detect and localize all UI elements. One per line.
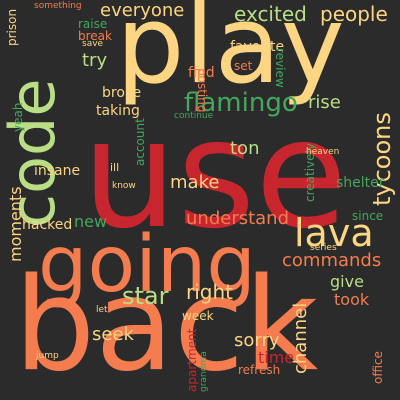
word-flamingo: flamingo [184, 88, 298, 118]
word-people: people [320, 2, 388, 26]
word-since: since [352, 209, 384, 223]
word-prison: prison [5, 8, 19, 46]
word-broke: broke [102, 85, 142, 101]
word-ton: ton [230, 138, 260, 159]
word-shelter: shelter [336, 175, 385, 191]
word-know: know [112, 181, 136, 191]
word-excited: excited [234, 2, 307, 26]
word-heaven: heaven [306, 147, 340, 157]
word-series: series [310, 243, 337, 253]
word-seek: seek [92, 324, 134, 345]
word-save: save [82, 39, 104, 49]
word-hacked: hacked [22, 217, 73, 233]
word-commands: commands [282, 250, 382, 271]
word-tycoons: tycoons [368, 112, 396, 206]
word-right: right [186, 280, 233, 304]
word-new: new [74, 212, 108, 231]
word-back: back [14, 251, 319, 400]
word-continue: continue [174, 111, 214, 121]
word-channel: channel [290, 302, 311, 374]
word-rise: rise [308, 92, 341, 113]
word-play: play [116, 0, 345, 108]
word-posting: posting [195, 68, 209, 113]
word-set: set [234, 59, 253, 73]
word-taking: taking [96, 103, 140, 119]
word-grandma: grandma [199, 351, 209, 392]
word-understand: understand [186, 208, 290, 229]
word-make: make [170, 172, 220, 193]
word-jump: jump [36, 351, 59, 361]
word-let: let [96, 305, 108, 315]
word-ill: ill [110, 161, 120, 174]
word-sorry: sorry [234, 330, 280, 351]
word-apartment: apartment [185, 328, 199, 392]
word-star: star [122, 282, 169, 310]
word-something: something [34, 1, 82, 11]
word-everyone: everyone [100, 0, 185, 21]
word-insane: insane [34, 163, 81, 179]
word-yeah: yeah [11, 102, 25, 132]
word-give: give [330, 272, 364, 291]
word-lava: lava [294, 211, 374, 255]
word-account: account [133, 118, 147, 166]
word-took: took [334, 290, 370, 309]
word-try: try [82, 50, 108, 71]
word-use: use [82, 88, 348, 262]
word-break: break [78, 29, 112, 43]
word-raise: raise [78, 17, 108, 31]
word-find: find [188, 65, 215, 81]
word-going: going [38, 220, 256, 310]
word-favorite: favorite [230, 39, 285, 55]
word-time: time [258, 348, 295, 367]
word-week: week [182, 309, 214, 323]
word-refresh: refresh [238, 363, 281, 377]
word-review: review [273, 48, 287, 88]
word-office: office [371, 351, 385, 384]
